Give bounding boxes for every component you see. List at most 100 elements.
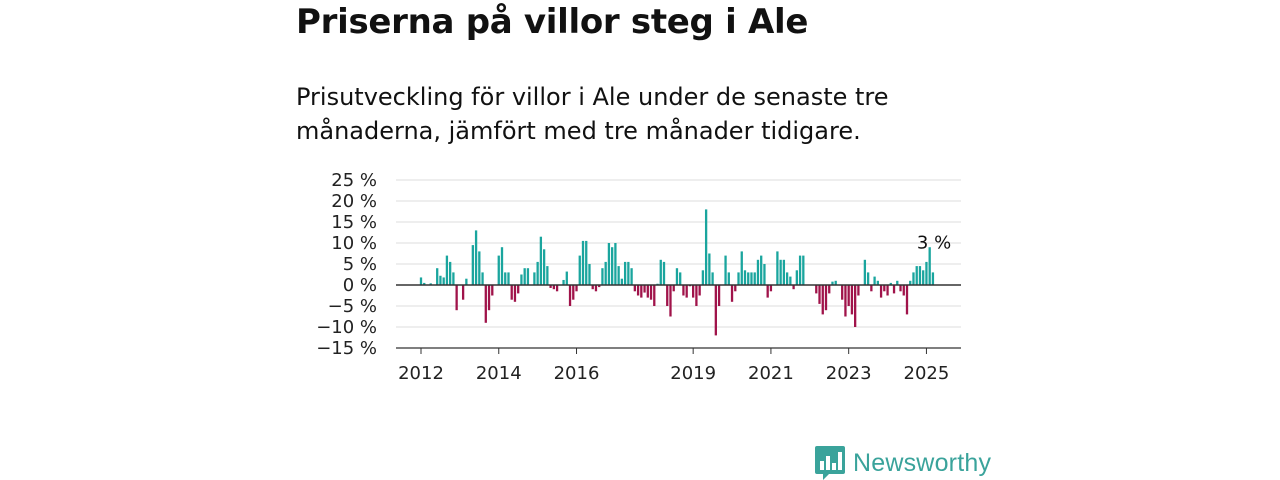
bar (666, 285, 669, 306)
bar (536, 261, 539, 285)
bar (601, 268, 604, 285)
x-tick-label: 2014 (476, 363, 522, 384)
bar (818, 285, 821, 304)
bar (815, 285, 818, 294)
bar (698, 285, 701, 296)
bar (760, 255, 763, 285)
bar (750, 272, 753, 285)
bar (918, 266, 922, 285)
bar (892, 285, 896, 294)
bar (568, 285, 572, 306)
chart-subtitle: Prisutveckling för villor i Ale under de… (296, 83, 889, 145)
bar (487, 285, 491, 311)
last-value-label: 3 % (917, 232, 951, 253)
x-tick-label: 2023 (826, 363, 872, 384)
bar (523, 268, 526, 285)
bar (792, 285, 795, 290)
bar (461, 285, 465, 300)
x-tick-label: 2021 (748, 363, 794, 384)
bar (734, 285, 737, 292)
bar (747, 272, 750, 285)
bar (831, 281, 834, 285)
bar (704, 209, 708, 285)
bar (889, 282, 892, 285)
bar (675, 268, 679, 285)
bar (701, 270, 705, 285)
brand-name: Newsworthy (853, 448, 992, 477)
bar (526, 268, 530, 285)
bar (640, 285, 643, 298)
bar (866, 272, 870, 285)
y-tick-label: −15 % (316, 338, 377, 359)
bar (517, 285, 520, 294)
bar (685, 285, 688, 298)
bar (429, 283, 432, 285)
bar (766, 285, 769, 298)
bar (607, 243, 611, 285)
bar (876, 280, 879, 285)
bar (711, 272, 714, 285)
bar (581, 240, 585, 285)
bar (510, 285, 513, 300)
bar (763, 264, 766, 285)
bar (828, 285, 831, 294)
bar (834, 280, 837, 285)
bar (585, 240, 588, 285)
bar (779, 259, 782, 285)
bar (481, 272, 484, 285)
bar (873, 276, 876, 285)
bar (542, 249, 546, 285)
bar (905, 285, 909, 315)
bar (572, 285, 575, 300)
bar (909, 280, 912, 285)
bar (588, 264, 591, 285)
bar (912, 272, 915, 285)
bar (662, 261, 666, 285)
bar (562, 279, 565, 285)
bar (724, 255, 727, 285)
bar (922, 270, 925, 285)
bar (692, 285, 695, 298)
bar (578, 255, 581, 285)
y-tick-label: 10 % (331, 233, 377, 254)
y-tick-label: 0 % (343, 275, 377, 296)
y-tick-label: −10 % (316, 317, 377, 338)
bar (795, 270, 798, 285)
bar (614, 243, 617, 285)
bar (727, 272, 730, 285)
bar (555, 285, 559, 292)
bar (445, 255, 449, 285)
bar (857, 285, 860, 296)
bar (611, 247, 614, 285)
bar (575, 285, 578, 292)
bar (465, 278, 468, 285)
bar (844, 285, 847, 317)
bar (915, 266, 918, 285)
bar (449, 261, 452, 285)
bar (442, 277, 445, 285)
bar (737, 272, 740, 285)
bar-chart-speech-bubble-icon (815, 446, 845, 480)
bar (423, 282, 426, 285)
y-tick-label: 15 % (331, 212, 377, 233)
bar (785, 272, 789, 285)
x-tick-label: 2025 (904, 363, 950, 384)
bar (740, 251, 743, 285)
bar (471, 245, 474, 285)
bar (682, 285, 685, 296)
bar (928, 247, 931, 285)
bar (565, 271, 568, 285)
bar (591, 285, 594, 290)
bar (539, 236, 543, 285)
bar (931, 272, 935, 285)
y-tick-label: −5 % (328, 296, 377, 317)
bar (513, 285, 517, 302)
bar (533, 272, 536, 285)
bar (452, 272, 455, 285)
bar (769, 285, 773, 292)
bar (896, 280, 899, 285)
newsworthy-logo: Newsworthy (815, 446, 991, 480)
y-axis-ticks: 25 %20 %15 %10 %5 %0 %−5 %−10 %−15 % (316, 170, 377, 359)
bar (802, 255, 805, 285)
